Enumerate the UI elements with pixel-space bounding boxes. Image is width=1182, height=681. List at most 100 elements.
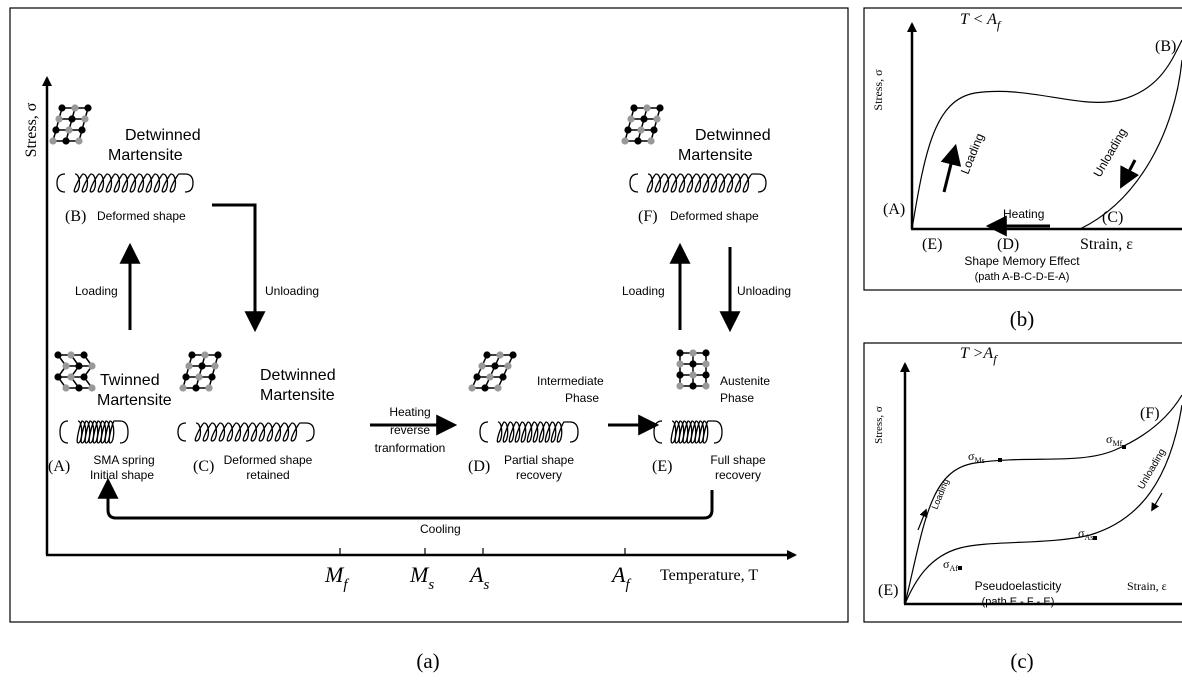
condition: T < Af [960, 11, 1002, 32]
shape-label: Deformed shape [670, 209, 759, 223]
arrow-label: Heating [1003, 207, 1044, 221]
lattice-atom [65, 126, 73, 134]
lattice-atom [621, 137, 629, 145]
panel-caption: (a) [416, 649, 439, 673]
state-id: (C) [193, 458, 214, 475]
panel-a: Stress, σ Temperature, T Mf Ms As Af Det… [9, 7, 849, 623]
unloading-arrow [1120, 159, 1140, 189]
panel-frame [863, 342, 1182, 623]
spring [629, 173, 767, 193]
footer: Pseudoelasticity (path E - F - E) [975, 579, 1062, 608]
curve-label: Loading [930, 477, 951, 510]
lattice-atom [58, 104, 66, 112]
lattice-atom [80, 351, 88, 359]
lattice-atom [499, 373, 507, 381]
lattice-atom [67, 373, 75, 381]
curve-label: Unloading [1090, 126, 1129, 180]
spring [177, 422, 315, 442]
lattice-atom [483, 351, 491, 359]
lattice-atom [494, 384, 502, 392]
y-axis-label: Stress, σ [23, 102, 40, 157]
shape-label: Deformed shape [97, 209, 186, 223]
x-axis-label: Strain, ε [1080, 236, 1133, 253]
point-label: (C) [1102, 209, 1123, 226]
lattice-bonds [679, 352, 707, 387]
lattice-atom [630, 104, 638, 112]
footer: Shape Memory Effect (path A-B-C-D-E-A) [964, 254, 1080, 283]
spring [653, 420, 723, 444]
lattice-and-springs [49, 104, 767, 444]
phase-label: Austenite Phase [720, 374, 770, 405]
state-id: (F) [638, 208, 658, 225]
phase-label: Intermediate Phase [537, 374, 604, 405]
state-id: (D) [468, 458, 490, 475]
lattice-atom [627, 115, 635, 123]
lattice-atom [49, 137, 57, 145]
lattice-atom [54, 351, 62, 359]
lattice-atom [478, 362, 486, 370]
point-label: (E) [878, 582, 898, 599]
point-label: (A) [883, 201, 905, 218]
temperature-label: Mf [324, 562, 349, 593]
temperature-label: Af [610, 562, 631, 593]
state-id: (E) [652, 458, 672, 475]
lattice-atom [81, 115, 89, 123]
lattice-atom [509, 351, 517, 359]
lattice-atom [75, 384, 83, 392]
lattice-atom [656, 104, 664, 112]
lattice-atom [496, 351, 504, 359]
lattice-atom [192, 384, 200, 392]
arrow-label: Loading [75, 284, 118, 298]
lattice-atom [643, 104, 651, 112]
unloading-arrow [212, 203, 266, 333]
lattice-bonds [52, 107, 89, 142]
lattice-atom [702, 349, 710, 357]
point-label: (D) [997, 236, 1019, 253]
lattice-bonds [57, 354, 93, 389]
lattice-atom [491, 362, 499, 370]
spring [479, 421, 579, 443]
lattice-atom [676, 349, 684, 357]
lattice-atom [88, 384, 96, 392]
lattice-atom [650, 126, 658, 134]
lattice-bonds [471, 354, 514, 389]
lattice-atom [62, 384, 70, 392]
lattice-atom [54, 373, 62, 381]
lattice-atom [689, 349, 697, 357]
point-label: (B) [1155, 38, 1176, 55]
loading-arrow [917, 508, 928, 531]
arrow-label: Heating reverse tranformation [375, 405, 446, 455]
lattice-atom [185, 362, 193, 370]
state-id: (B) [65, 208, 86, 225]
arrow-label: Unloading [737, 284, 791, 298]
x-axis-label: Temperature, T [660, 567, 758, 584]
stress-markers [958, 445, 1126, 570]
arrow-label: Unloading [265, 284, 319, 298]
lattice-atom [676, 382, 684, 390]
lattice-atom [689, 360, 697, 368]
lattice-atom [188, 351, 196, 359]
lattice-atom [62, 362, 70, 370]
phase-label: Detwinned Martensite [678, 127, 771, 164]
panel-caption: (c) [1010, 649, 1033, 673]
lattice-atom [201, 351, 209, 359]
y-axis-label: Stress, σ [873, 406, 885, 444]
lattice-atom [75, 137, 83, 145]
state-id: (A) [48, 458, 70, 475]
lattice-atom [78, 126, 86, 134]
phase-label: Detwinned Martensite [108, 127, 201, 164]
lattice-atom [52, 126, 60, 134]
lattice-atom [689, 371, 697, 379]
lattice-atom [55, 115, 63, 123]
lattice-atom [211, 362, 219, 370]
phase-label: Twinned Martensite [97, 372, 172, 409]
lattice-bonds [624, 107, 661, 142]
lattice-atom [702, 371, 710, 379]
lattice-atom [68, 115, 76, 123]
lattice-atom [676, 371, 684, 379]
lattice-atom [637, 126, 645, 134]
loading-arrow [940, 143, 962, 193]
lattice-atom [198, 362, 206, 370]
lattice-atom [80, 373, 88, 381]
arrow-label: Cooling [420, 522, 461, 536]
